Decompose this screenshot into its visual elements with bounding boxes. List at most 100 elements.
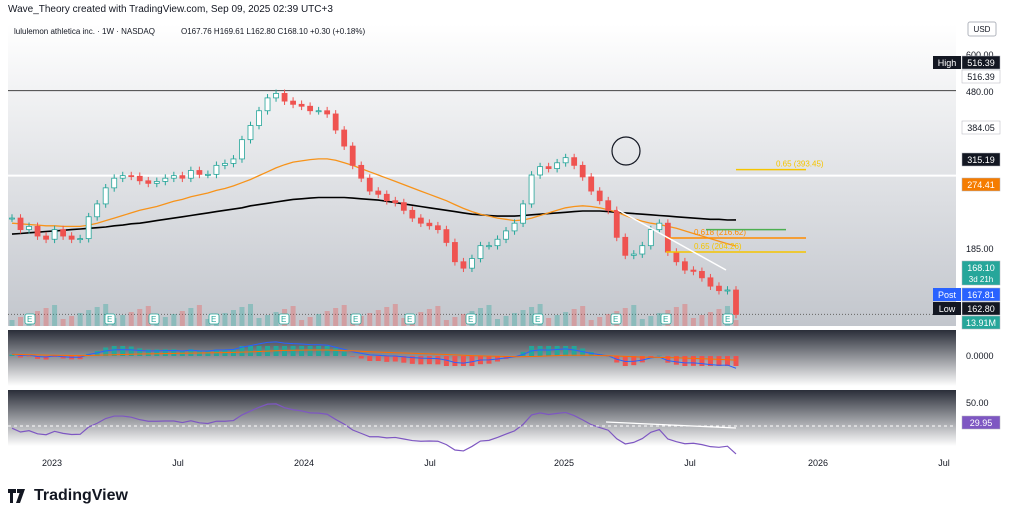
macd-histogram-bar (418, 356, 424, 365)
candle-body (230, 158, 237, 164)
candle-body (222, 163, 228, 166)
price-tag-name-box (933, 288, 961, 301)
earnings-marker (722, 313, 734, 325)
volume-bar (307, 317, 313, 326)
macd-histogram-bar (580, 348, 586, 356)
candle-body (579, 164, 586, 178)
macd-histogram-bar (162, 349, 168, 356)
signal-line (11, 349, 737, 361)
candle-body (571, 157, 578, 166)
macd-histogram-bar (145, 349, 151, 356)
price-tag-value: 168.10 (967, 263, 995, 273)
candle-body (145, 180, 152, 184)
earnings-marker (24, 313, 36, 325)
earnings-marker-label: E (468, 315, 473, 324)
x-axis-label: Jul (938, 458, 950, 468)
volume-bar (375, 310, 381, 326)
candle-body (136, 175, 143, 182)
earnings-marker-label: E (281, 315, 286, 324)
volume-bar (162, 317, 168, 326)
volume-bar (597, 317, 603, 326)
macd-histogram-bar (299, 346, 305, 356)
candle-body (196, 170, 203, 175)
candle-body (170, 175, 177, 179)
candle-body (383, 193, 390, 202)
volume-bar (94, 307, 100, 326)
candle-body (153, 181, 160, 184)
macd-histogram-bar (239, 346, 245, 356)
macd-histogram-bar (401, 356, 407, 363)
candle-body (77, 238, 84, 241)
volume-bar (512, 313, 518, 326)
price-chart[interactable]: lululemon athletica inc. · 1W · NASDAQ O1… (6, 18, 1020, 476)
y-tick-480: 480.00 (966, 87, 994, 97)
candle-body (511, 222, 518, 232)
chart-frame[interactable]: lululemon athletica inc. · 1W · NASDAQ O1… (6, 18, 1020, 476)
price-tag-value: 516.39 (967, 58, 995, 68)
volume-bar (656, 313, 662, 326)
candle-body (477, 245, 484, 259)
macd-histogram-bar (94, 351, 100, 356)
y-tick-600: 600.00 (966, 50, 994, 60)
highlight-circle (611, 136, 641, 166)
candle-body (392, 200, 399, 204)
volume-bar (256, 318, 262, 326)
macd-histogram-bar (111, 346, 117, 356)
macd-histogram-bar (384, 356, 390, 362)
volume-bar (605, 314, 611, 326)
price-tag-name-box (933, 56, 961, 69)
macd-histogram-bar (324, 346, 330, 356)
macd-histogram-bar (290, 346, 296, 356)
candle-body (366, 177, 373, 192)
candle-body (400, 202, 407, 211)
earnings-marker-label: E (353, 315, 358, 324)
price-tag-box (961, 415, 1001, 430)
earnings-marker (465, 313, 477, 325)
volume-bar (733, 320, 739, 326)
price-tag-value: 315.19 (967, 155, 995, 165)
macd-histogram-bar (426, 356, 432, 365)
macd-histogram-bar (392, 356, 398, 362)
candle-body (119, 175, 126, 179)
candle-body (34, 226, 41, 237)
macd-histogram-bar (682, 356, 688, 366)
earnings-marker (208, 313, 220, 325)
volume-bar (639, 319, 645, 326)
macd-line (11, 341, 737, 369)
volume-bar (418, 312, 424, 326)
candle-body (358, 164, 365, 179)
fib-label: 0.65 (204.26) (694, 242, 742, 251)
candle-body (298, 103, 305, 107)
candle-body (452, 242, 458, 263)
candle-body (213, 164, 220, 175)
candle-body (460, 261, 467, 269)
price-tag-name: Post (938, 290, 957, 300)
earnings-marker-label: E (107, 315, 112, 324)
volume-bar (35, 311, 41, 326)
macd-histogram-bar (188, 349, 194, 356)
macd-histogram-bar (435, 356, 441, 365)
volume-bar (477, 308, 483, 326)
volume-bar (188, 308, 194, 326)
candle-body (639, 245, 646, 255)
price-tag-box (961, 177, 1001, 192)
macd-histogram-bar (35, 356, 41, 359)
volume-bar (401, 318, 407, 326)
price-tag-value: 162.80 (967, 304, 995, 314)
attribution-text: Wave_Theory created with TradingView.com… (8, 4, 333, 15)
candle-body (545, 166, 552, 169)
macd-histogram-bar (460, 356, 466, 366)
candle-body (205, 173, 211, 176)
macd-histogram-bar (137, 348, 143, 356)
macd-histogram-bar (409, 356, 415, 364)
volume-bar (77, 313, 83, 326)
candle-body (43, 235, 49, 240)
volume-bar (230, 310, 236, 326)
candle-body (264, 97, 271, 112)
macd-histogram-bar (307, 346, 313, 356)
earnings-marker (610, 313, 622, 325)
candle-body (9, 217, 15, 220)
price-tag-name: Low (939, 304, 956, 314)
candle-body (324, 110, 331, 115)
volume-bar (384, 307, 390, 326)
